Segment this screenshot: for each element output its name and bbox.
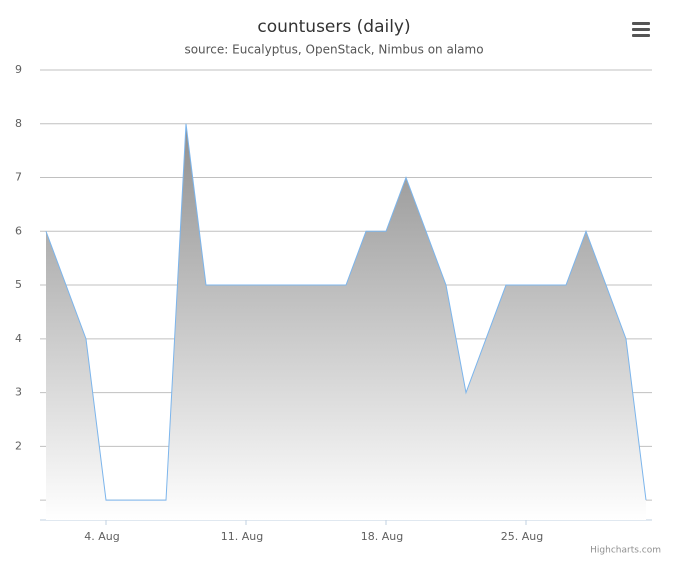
x-tick-label: 4. Aug xyxy=(84,530,119,543)
y-tick-label: 3 xyxy=(15,386,22,399)
menu-button[interactable] xyxy=(632,22,650,37)
menu-bar xyxy=(632,22,650,25)
x-tick-label: 11. Aug xyxy=(221,530,263,543)
y-tick-label: 8 xyxy=(15,117,22,130)
y-tick-label: 6 xyxy=(15,224,22,237)
y-tick-label: 5 xyxy=(15,278,22,291)
chart-subtitle: source: Eucalyptus, OpenStack, Nimbus on… xyxy=(184,43,483,57)
x-tick-label: 18. Aug xyxy=(361,530,403,543)
credits[interactable]: Highcharts.com xyxy=(590,546,661,556)
x-tick-label: 25. Aug xyxy=(501,530,543,543)
y-tick-label: 4 xyxy=(15,332,22,345)
area-fill xyxy=(46,123,646,521)
chart-title: countusers (daily) xyxy=(257,17,410,37)
y-tick-label: 2 xyxy=(15,439,22,452)
y-tick-label: 9 xyxy=(15,63,22,76)
menu-bar xyxy=(632,34,650,37)
area-line xyxy=(45,123,647,501)
y-tick-label: 7 xyxy=(15,171,22,184)
menu-bar xyxy=(632,28,650,31)
